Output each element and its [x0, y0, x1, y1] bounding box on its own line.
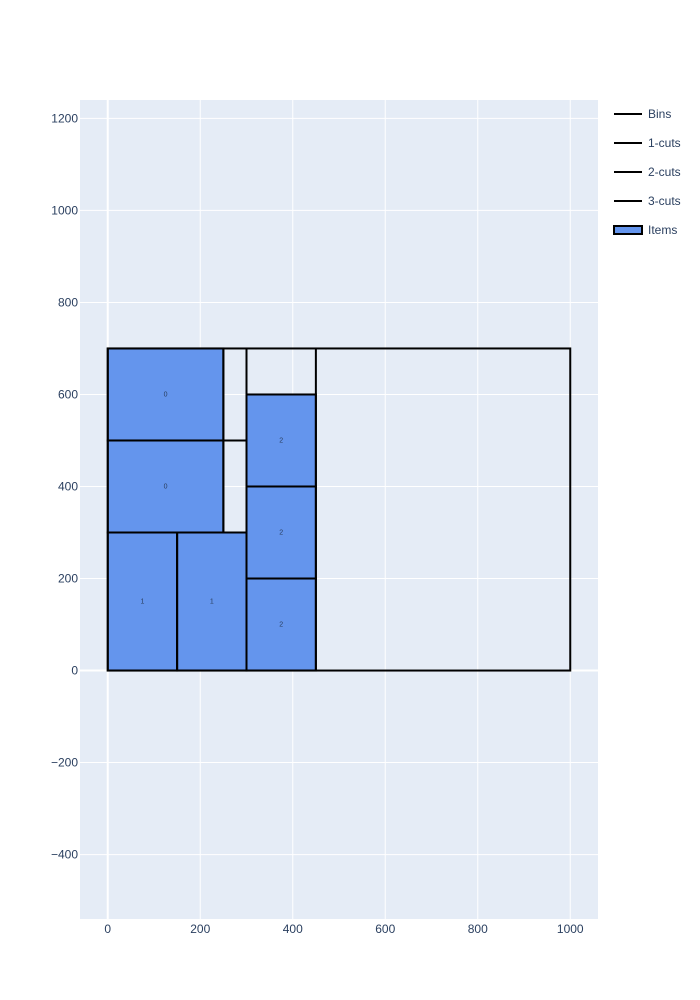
x-tick-label: 200	[190, 922, 210, 936]
item-label: 0	[164, 391, 168, 398]
item-rect	[245, 485, 317, 580]
item-label: 2	[279, 622, 283, 629]
item-label: 2	[279, 437, 283, 444]
legend-item[interactable]: 3-cuts	[614, 194, 681, 208]
y-tick-label: 600	[58, 387, 78, 401]
legend-item[interactable]: Bins	[614, 107, 671, 121]
item-label: 2	[279, 530, 283, 537]
y-tick-label: 200	[58, 572, 78, 586]
legend-swatch-items	[613, 225, 643, 235]
y-axis-ticks: −400 −200 0 200 400 600 800 1000 1200	[51, 111, 78, 861]
legend-label: 2-cuts	[648, 165, 681, 179]
legend-label: 1-cuts	[648, 136, 681, 150]
y-tick-label: 0	[71, 664, 78, 678]
legend-item[interactable]: 1-cuts	[614, 136, 681, 150]
legend-label: Bins	[648, 107, 671, 121]
item-label: 1	[140, 599, 144, 606]
bin-outline	[106, 347, 572, 672]
y-tick-label: 1200	[51, 111, 78, 125]
x-tick-label: 1000	[557, 922, 584, 936]
x-tick-label: 600	[375, 922, 395, 936]
y-tick-label: 800	[58, 295, 78, 309]
x-tick-label: 400	[283, 922, 303, 936]
y-tick-label: 1000	[51, 203, 78, 217]
item-label: 1	[210, 599, 214, 606]
x-axis-ticks: 0 200 400 600 800 1000	[104, 922, 584, 936]
y-tick-label: 400	[58, 479, 78, 493]
item-label: 0	[164, 483, 168, 490]
y-tick-label: −400	[51, 848, 78, 862]
y-tick-label: −200	[51, 756, 78, 770]
items-layer: 0 0 1 1 2 2 2	[106, 347, 317, 672]
legend-label: 3-cuts	[648, 194, 681, 208]
x-tick-label: 0	[104, 922, 111, 936]
legend-item[interactable]: 2-cuts	[614, 165, 681, 179]
legend-item[interactable]: Items	[613, 223, 677, 237]
cuts-layer	[106, 347, 572, 672]
legend-label: Items	[648, 223, 677, 237]
x-tick-label: 800	[468, 922, 488, 936]
legend[interactable]: Bins 1-cuts 2-cuts 3-cuts Items	[613, 107, 681, 237]
item-rect	[176, 531, 248, 672]
